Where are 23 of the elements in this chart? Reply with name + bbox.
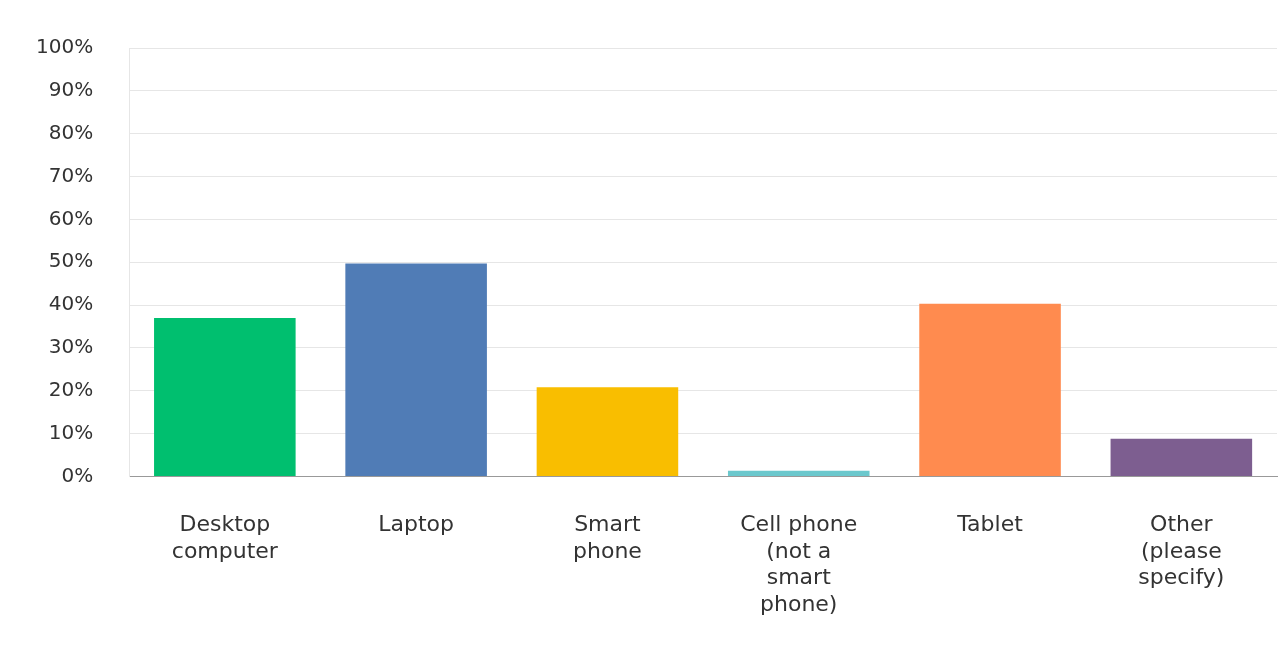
y-tick-label: 50%	[48, 248, 94, 273]
y-tick-label: 10%	[48, 419, 94, 444]
bar	[154, 317, 296, 476]
y-tick-label: 100%	[35, 34, 94, 59]
bar	[1110, 438, 1253, 476]
y-tick-label: 90%	[48, 77, 94, 102]
x-tick-label: Laptop	[378, 511, 455, 537]
x-tick-label: Other (please specify)	[1138, 511, 1225, 590]
y-tick-label: 20%	[48, 376, 94, 401]
x-tick-label: Tablet	[956, 511, 1024, 537]
y-tick-label: 80%	[48, 119, 94, 144]
bar	[345, 263, 487, 476]
x-tick-label: Smart phone	[573, 511, 642, 563]
y-tick-label: 40%	[48, 291, 94, 316]
bar	[919, 303, 1061, 476]
bar	[727, 470, 870, 476]
y-tick-label: 0%	[61, 462, 94, 487]
y-tick-label: 70%	[48, 162, 94, 187]
bar	[536, 387, 679, 476]
y-tick-label: 60%	[48, 205, 94, 230]
y-tick-label: 30%	[48, 334, 94, 359]
x-tick-label: Cell phone (not a smart phone)	[740, 511, 858, 616]
x-tick-label: Desktop computer	[171, 511, 279, 563]
